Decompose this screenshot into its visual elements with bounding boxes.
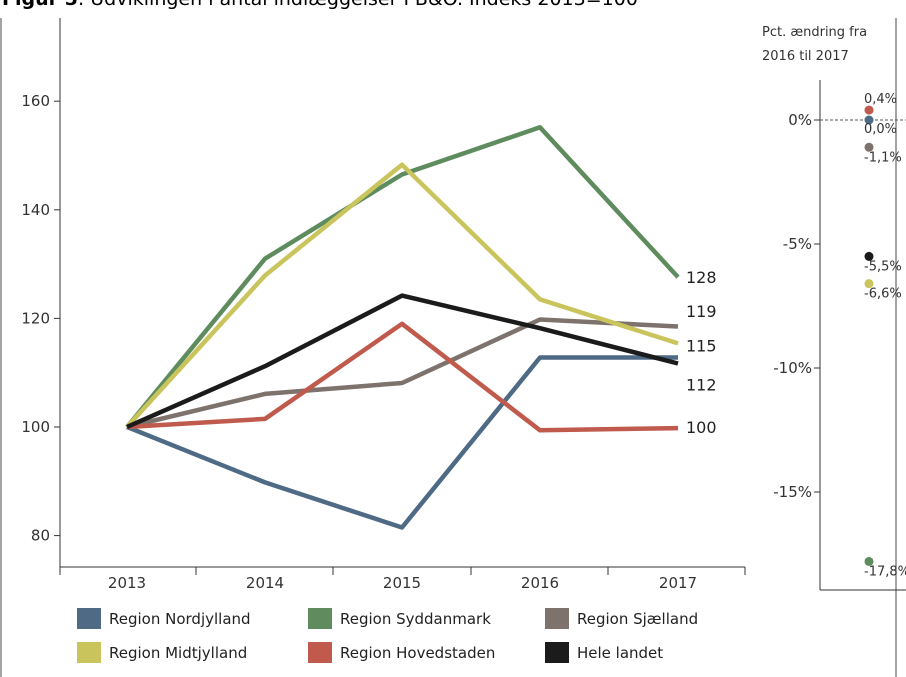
change-value-label: 0,0% bbox=[864, 122, 897, 137]
series-line-hovedstaden bbox=[126, 321, 679, 433]
figure-title: Figur 5: Udviklingen i antal indlæggelse… bbox=[2, 0, 638, 10]
legend-item: Region Nordjylland bbox=[77, 608, 251, 629]
x-tick-label: 2017 bbox=[659, 574, 697, 592]
change-point-nordjylland bbox=[864, 115, 874, 125]
legend-item: Hele landet bbox=[545, 642, 663, 663]
y-tick-label: 80 bbox=[31, 527, 50, 545]
end-value-label: 128 bbox=[686, 268, 717, 287]
side-chart-title-line-2: 2016 til 2017 bbox=[762, 49, 849, 64]
legend-label: Region Sjælland bbox=[577, 610, 698, 628]
x-tick-label: 2015 bbox=[383, 574, 421, 592]
side-y-tick-label: 0% bbox=[788, 111, 812, 129]
end-value-label: 119 bbox=[686, 302, 717, 321]
end-value-label: 115 bbox=[686, 337, 717, 356]
side-chart-title-line-1: Pct. ændring fra bbox=[762, 25, 867, 40]
series-line-sjaelland bbox=[126, 317, 679, 430]
legend-swatch bbox=[545, 608, 569, 629]
legend-item: Region Sjælland bbox=[545, 608, 698, 629]
side-y-tick-label: -15% bbox=[773, 483, 812, 501]
end-value-label: 112 bbox=[686, 376, 717, 395]
x-tick-label: 2013 bbox=[108, 574, 146, 592]
legend-swatch bbox=[545, 642, 569, 663]
side-y-tick-label: -10% bbox=[773, 359, 812, 377]
change-point-syddanmark bbox=[864, 556, 874, 566]
legend-item: Region Midtjylland bbox=[77, 642, 247, 663]
change-value-label: -6,6% bbox=[864, 287, 902, 302]
legend-label: Region Nordjylland bbox=[109, 610, 251, 628]
change-value-label: -1,1% bbox=[864, 150, 902, 165]
figure-title-text: : Udviklingen i antal indlæggelser PB&O.… bbox=[78, 0, 638, 10]
legend-label: Region Hovedstaden bbox=[340, 644, 495, 662]
x-tick-label: 2014 bbox=[246, 574, 284, 592]
legend-swatch bbox=[308, 642, 332, 663]
legend-label: Region Midtjylland bbox=[109, 644, 247, 662]
y-tick-label: 140 bbox=[21, 201, 50, 219]
series-line-hele-landet bbox=[126, 293, 679, 430]
change-point-hele-landet bbox=[864, 251, 874, 261]
series-line-nordjylland bbox=[126, 355, 678, 530]
change-point-midtjylland bbox=[864, 279, 874, 289]
side-y-tick-label: -5% bbox=[783, 235, 812, 253]
change-value-label: -17,8% bbox=[864, 564, 906, 579]
side-change-chart: Pct. ændring fra 2016 til 2017 0% -5% -10%… bbox=[762, 25, 906, 591]
legend-item: Region Syddanmark bbox=[308, 608, 491, 629]
figure-title-prefix: Figur 5 bbox=[2, 0, 78, 10]
legend-swatch bbox=[77, 642, 101, 663]
legend: Region Nordjylland Region Syddanmark Regio… bbox=[77, 608, 698, 663]
series-line-syddanmark bbox=[125, 125, 680, 429]
change-point-sjaelland bbox=[864, 142, 874, 152]
change-value-label: 0,4% bbox=[864, 92, 897, 107]
y-tick-label: 100 bbox=[21, 418, 50, 436]
series-line-midtjylland bbox=[125, 162, 679, 429]
legend-label: Region Syddanmark bbox=[340, 610, 491, 628]
end-value-label: 100 bbox=[686, 418, 717, 437]
legend-swatch bbox=[77, 608, 101, 629]
change-point-hovedstaden bbox=[864, 105, 874, 115]
main-line-chart: 80 100 120 140 160 2013 2014 2015 2016 2017 128 1… bbox=[21, 18, 746, 592]
legend-swatch bbox=[308, 608, 332, 629]
x-tick-label: 2016 bbox=[521, 574, 559, 592]
legend-label: Hele landet bbox=[577, 644, 663, 662]
change-value-label: -5,5% bbox=[864, 259, 902, 274]
legend-item: Region Hovedstaden bbox=[308, 642, 495, 663]
y-tick-label: 120 bbox=[21, 309, 50, 327]
y-tick-label: 160 bbox=[21, 92, 50, 110]
